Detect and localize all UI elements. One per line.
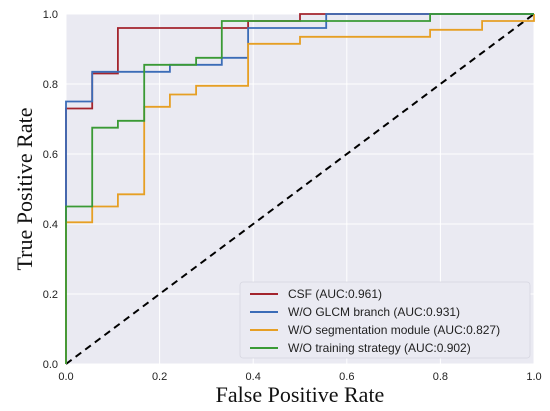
legend: CSF (AUC:0.961) W/O GLCM branch (AUC:0.93…: [239, 281, 531, 359]
chance-diagonal: [65, 13, 535, 365]
y-tick-label-0: 0.0: [43, 359, 58, 371]
x-tick-label-4: 0.8: [433, 371, 448, 383]
y-tick-label-4: 0.8: [43, 79, 58, 91]
y-axis-title: True Positive Rate: [12, 108, 37, 271]
y-tick-label-3: 0.6: [43, 149, 58, 161]
y-tick-label-5: 1.0: [43, 9, 58, 21]
x-tick-label-5: 1.0: [526, 371, 541, 383]
legend-box: [239, 281, 531, 359]
legend-label-2: W/O segmentation module (AUC:0.827): [288, 323, 500, 337]
x-axis-title: False Positive Rate: [216, 382, 385, 407]
x-tick-label-1: 0.2: [152, 371, 167, 383]
series-line-2: [65, 14, 535, 364]
legend-label-0: CSF (AUC:0.961): [288, 287, 382, 301]
legend-label-3: W/O training strategy (AUC:0.902): [288, 341, 471, 355]
x-tick-labels: 0.0 0.2 0.4 0.6 0.8 1.0: [58, 371, 541, 383]
chance-diagonal-line: [65, 13, 535, 365]
series-lines: [65, 13, 535, 364]
series-line-3: [65, 13, 534, 364]
y-tick-label-2: 0.4: [43, 219, 58, 231]
x-tick-label-3: 0.6: [339, 371, 354, 383]
series-line-1: [65, 13, 534, 364]
y-tick-labels: 0.0 0.2 0.4 0.6 0.8 1.0: [43, 9, 58, 371]
x-tick-label-0: 0.0: [58, 371, 73, 383]
legend-label-1: W/O GLCM branch (AUC:0.931): [288, 305, 460, 319]
x-tick-label-2: 0.4: [246, 371, 261, 383]
grid-lines: [65, 13, 535, 365]
y-tick-label-1: 0.2: [43, 289, 58, 301]
series-line-0: [65, 13, 534, 364]
